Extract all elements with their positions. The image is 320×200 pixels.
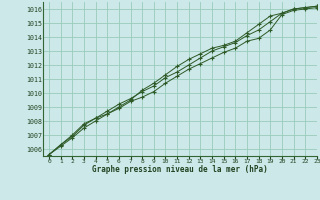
X-axis label: Graphe pression niveau de la mer (hPa): Graphe pression niveau de la mer (hPa): [92, 165, 268, 174]
